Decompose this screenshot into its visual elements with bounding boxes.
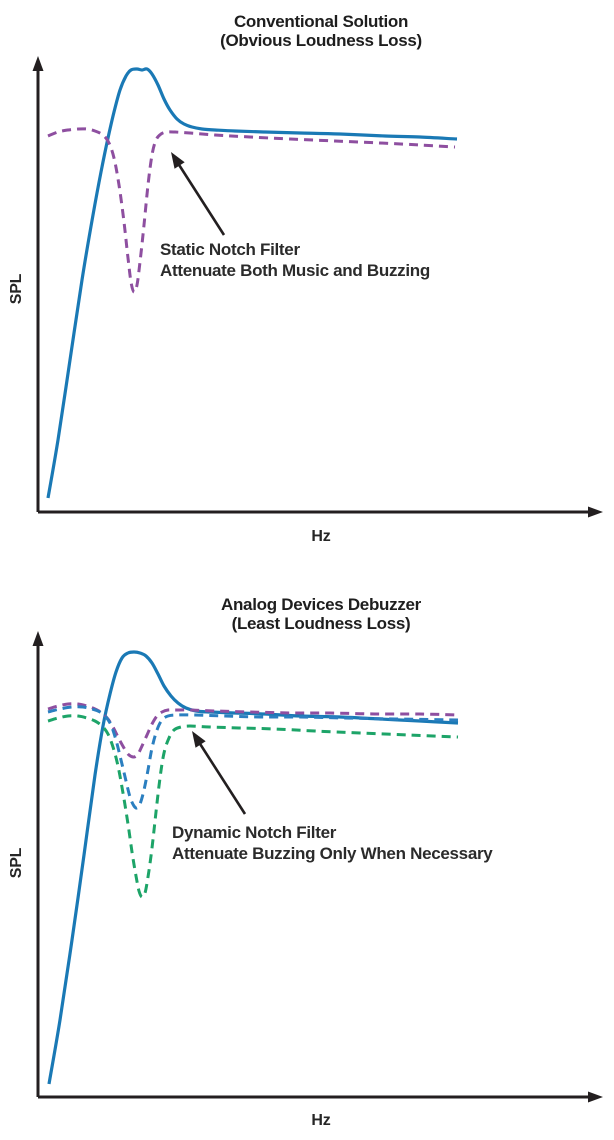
- chart2-x-axis-label: Hz: [311, 1112, 331, 1129]
- chart2-annotation: Dynamic Notch Filter Attenuate Buzzing O…: [172, 822, 493, 864]
- chart2-title: Analog Devices Debuzzer (Least Loudness …: [38, 595, 604, 633]
- chart2-series-dynamic-notch-shallow: [47, 702, 459, 759]
- chart2-annotation-line1: Dynamic Notch Filter: [172, 823, 337, 842]
- chart2-x-axis-arrow-icon: [588, 1091, 603, 1103]
- chart2-series-dynamic-notch-deep: [47, 714, 459, 899]
- chart1-annotation: Static Notch Filter Attenuate Both Music…: [160, 239, 430, 281]
- chart2-y-axis-label: SPL: [8, 847, 25, 879]
- chart1-series-music-spectrum: [46, 67, 458, 499]
- chart1-annotation-line1: Static Notch Filter: [160, 240, 300, 259]
- chart1-y-axis-arrow-icon: [32, 56, 44, 71]
- chart2-annotation-line2: Attenuate Buzzing Only When Necessary: [172, 844, 493, 863]
- chart1-annotation-line2: Attenuate Both Music and Buzzing: [160, 261, 430, 280]
- chart1-x-axis-arrow-icon: [588, 506, 603, 518]
- chart2-title-line2: (Least Loudness Loss): [231, 614, 411, 633]
- chart2-annotation-arrow-icon: [192, 731, 206, 748]
- chart2-series-music-spectrum: [47, 650, 459, 1085]
- chart1-annotation-arrow: [172, 156, 226, 236]
- chart1-title-line1: Conventional Solution: [233, 12, 409, 31]
- chart2-y-axis-arrow-icon: [32, 631, 44, 646]
- chart1-title-line2: (Obvious Loudness Loss): [220, 31, 422, 50]
- chart1-series-static-notch-filter: [47, 127, 456, 294]
- chart1-x-axis-label: Hz: [311, 528, 331, 545]
- chart1-y-axis-label: SPL: [8, 273, 25, 305]
- chart2-series-dynamic-notch-medium: [47, 705, 459, 810]
- chart1-title: Conventional Solution (Obvious Loudness …: [38, 12, 604, 50]
- chart2-annotation-arrow: [193, 735, 247, 815]
- chart1-annotation-arrow-icon: [171, 152, 185, 169]
- chart2-title-line1: Analog Devices Debuzzer: [221, 595, 421, 614]
